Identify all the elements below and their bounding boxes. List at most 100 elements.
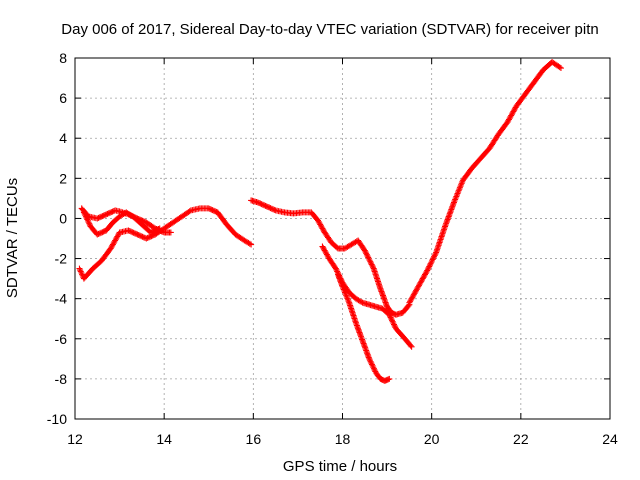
data-point — [85, 219, 92, 226]
data-point — [557, 65, 564, 72]
data-point — [371, 367, 378, 374]
data-point — [426, 262, 433, 269]
x-tick-label: 16 — [246, 431, 262, 447]
grid-lines — [75, 58, 610, 419]
data-point — [367, 260, 374, 267]
y-tick-label: 4 — [59, 130, 67, 146]
y-tick-label: -6 — [55, 331, 68, 347]
data-point — [332, 265, 339, 272]
data-point — [427, 260, 434, 267]
data-point — [363, 251, 370, 258]
data-point — [391, 322, 398, 329]
data-point — [167, 229, 174, 236]
data-point — [386, 313, 393, 320]
data-point — [429, 256, 436, 263]
y-tick-label: 2 — [59, 170, 67, 186]
x-tick-label: 12 — [67, 431, 83, 447]
y-axis-label: SDTVAR / TECUs — [4, 178, 21, 298]
x-tick-label: 14 — [156, 431, 172, 447]
data-point — [368, 261, 375, 268]
data-point — [424, 266, 431, 273]
data-point — [407, 342, 414, 349]
data-point — [271, 206, 278, 213]
data-point — [78, 269, 85, 276]
data-point — [362, 248, 369, 255]
data-point — [82, 213, 89, 220]
data-point — [86, 220, 93, 227]
data-series-6 — [335, 271, 393, 384]
data-points — [76, 59, 564, 384]
data-point — [364, 253, 371, 260]
x-tick-label: 20 — [424, 431, 440, 447]
data-point — [84, 216, 91, 223]
data-point — [431, 252, 438, 259]
data-point — [389, 318, 396, 325]
data-point — [390, 321, 397, 328]
data-point — [387, 314, 394, 321]
data-point — [556, 64, 563, 71]
data-point — [368, 361, 375, 368]
data-point — [426, 263, 433, 270]
data-point — [246, 240, 253, 247]
data-point — [370, 264, 377, 271]
data-series-7 — [406, 59, 564, 306]
chart-title: Day 006 of 2017, Sidereal Day-to-day VTE… — [61, 21, 598, 38]
data-point — [368, 360, 375, 367]
data-point — [248, 241, 255, 248]
y-tick-label: -10 — [47, 411, 67, 427]
data-point — [370, 364, 377, 371]
y-tick-label: -4 — [55, 291, 68, 307]
data-point — [369, 362, 376, 369]
data-point — [83, 215, 90, 222]
data-point — [79, 271, 86, 278]
data-point — [370, 365, 377, 372]
data-point — [425, 264, 432, 271]
y-tick-label: 6 — [59, 90, 67, 106]
data-point — [76, 265, 83, 272]
data-point — [365, 255, 372, 262]
data-point — [334, 268, 341, 275]
data-point — [363, 250, 370, 257]
data-point — [333, 266, 340, 273]
y-tick-label: -8 — [55, 371, 68, 387]
x-axis-label: GPS time / hours — [283, 458, 397, 475]
data-point — [405, 302, 412, 309]
x-tick-label: 22 — [513, 431, 529, 447]
data-point — [358, 298, 365, 305]
data-point — [367, 258, 374, 265]
data-point — [84, 217, 91, 224]
data-point — [429, 257, 436, 264]
data-series-5 — [319, 243, 415, 350]
data-point — [369, 262, 376, 269]
data-point — [423, 268, 430, 275]
data-point — [367, 358, 374, 365]
data-point — [366, 357, 373, 364]
data-point — [432, 250, 439, 257]
data-point — [366, 355, 373, 362]
data-point — [366, 257, 373, 264]
data-point — [361, 247, 368, 254]
data-series-2 — [80, 209, 163, 238]
x-tick-label: 24 — [602, 431, 618, 447]
data-point — [386, 311, 393, 318]
data-point — [430, 255, 437, 262]
data-series-3 — [76, 205, 255, 282]
y-tick-label: 0 — [59, 210, 67, 226]
data-point — [424, 267, 431, 274]
data-point — [80, 209, 87, 216]
data-point — [365, 254, 372, 261]
data-point — [77, 268, 84, 275]
y-tick-label: 8 — [59, 50, 67, 66]
data-point — [82, 212, 89, 219]
data-point — [388, 315, 395, 322]
data-point — [186, 208, 193, 215]
data-point — [388, 317, 395, 324]
data-point — [431, 253, 438, 260]
data-point — [428, 259, 435, 266]
data-point — [408, 343, 415, 350]
data-point — [81, 210, 88, 217]
data-point — [77, 267, 84, 274]
data-point — [386, 375, 393, 382]
